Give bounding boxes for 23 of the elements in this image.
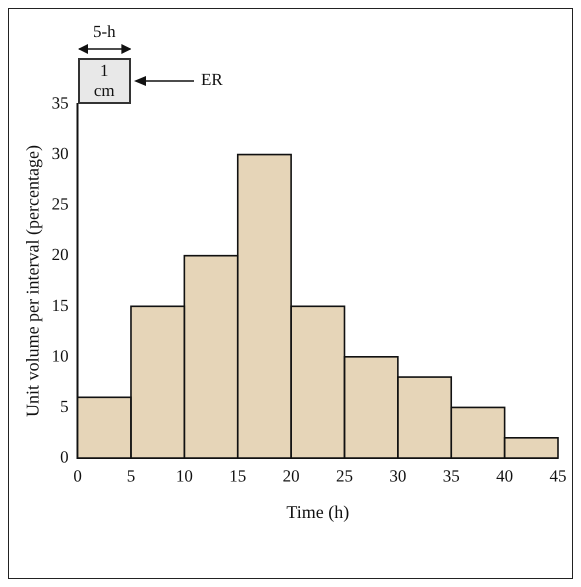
y-tick-label: 35 [52,93,69,112]
rainfall-box: 1 cm [78,58,131,104]
x-tick-label: 40 [496,466,514,486]
x-tick-label: 10 [176,466,193,486]
y-axis-title: Unit volume per interval (percentage) [22,145,43,417]
y-tick-label: 5 [60,396,69,416]
x-axis-title: Time (h) [286,502,350,522]
y-tick-label: 25 [52,194,69,214]
x-tick-label: 20 [282,466,300,486]
x-tick-label: 35 [442,466,460,486]
x-tick-label: 45 [550,466,566,486]
x-tick-label: 25 [336,466,353,486]
y-tick-label: 10 [52,346,69,366]
x-tick-label: 15 [229,466,246,486]
x-tick-label: 5 [126,466,136,486]
x-tick-label: 0 [73,466,82,486]
text: ER [200,70,223,90]
y-tick-label: 15 [52,296,69,315]
x-tick-label: 30 [389,466,406,486]
y-tick-label: 20 [52,245,69,264]
y-tick-label: 30 [52,144,69,164]
text: 5-h [92,22,117,42]
y-tick-label: 0 [60,447,69,466]
